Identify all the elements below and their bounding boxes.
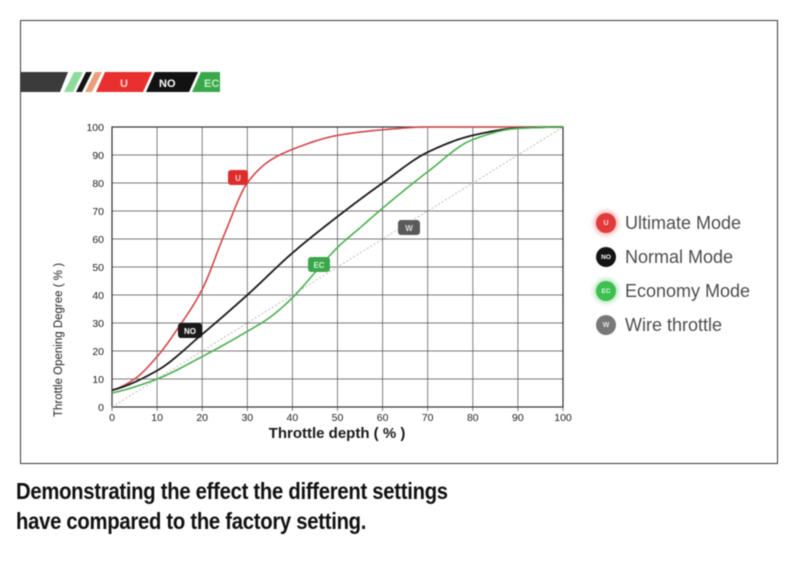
svg-text:0: 0 — [109, 412, 115, 424]
svg-text:60: 60 — [92, 234, 104, 246]
svg-text:NO: NO — [184, 327, 196, 336]
svg-text:30: 30 — [241, 412, 253, 424]
svg-text:U: U — [235, 174, 241, 183]
svg-text:90: 90 — [92, 150, 104, 162]
svg-text:90: 90 — [512, 412, 524, 424]
svg-text:0: 0 — [98, 402, 104, 414]
svg-text:20: 20 — [92, 346, 104, 358]
svg-text:60: 60 — [377, 412, 389, 424]
svg-text:80: 80 — [467, 412, 479, 424]
svg-text:100: 100 — [86, 122, 104, 134]
svg-text:EC: EC — [313, 261, 324, 270]
svg-text:Throttle Opening Degree ( % ): Throttle Opening Degree ( % ) — [53, 263, 65, 417]
svg-text:30: 30 — [92, 318, 104, 330]
svg-text:40: 40 — [92, 290, 104, 302]
svg-text:70: 70 — [92, 206, 104, 218]
svg-text:10: 10 — [92, 374, 104, 386]
svg-text:W: W — [405, 224, 413, 233]
svg-text:80: 80 — [92, 178, 104, 190]
svg-text:50: 50 — [92, 262, 104, 274]
svg-text:100: 100 — [554, 412, 572, 424]
svg-text:20: 20 — [196, 412, 208, 424]
svg-text:Throttle depth ( % ): Throttle depth ( % ) — [269, 425, 406, 442]
svg-text:50: 50 — [332, 412, 344, 424]
svg-text:10: 10 — [151, 412, 163, 424]
svg-text:40: 40 — [287, 412, 299, 424]
svg-text:70: 70 — [422, 412, 434, 424]
